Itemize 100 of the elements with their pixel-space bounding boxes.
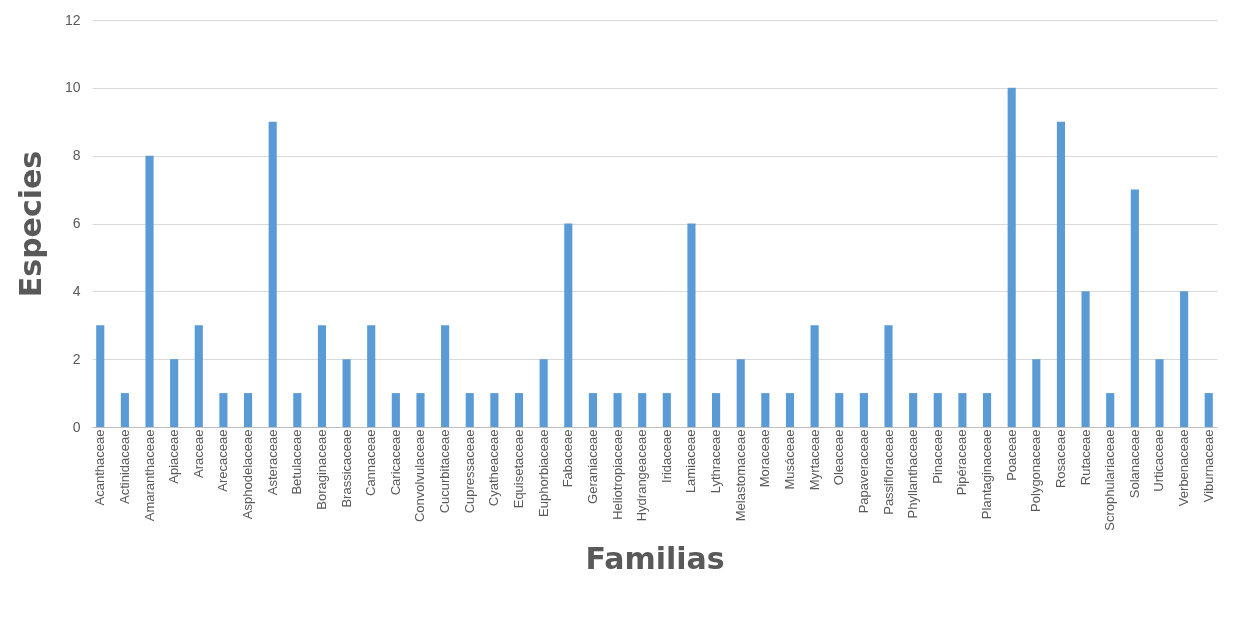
x-tick-label: Passifloraceae	[880, 429, 896, 515]
x-tick-label: Cyatheaceae	[486, 429, 502, 507]
bar	[687, 223, 696, 427]
bar	[835, 393, 844, 427]
x-tick-label: Brassicaceae	[338, 429, 354, 508]
x-tick-label: Melastomaceae	[732, 429, 748, 522]
bar	[293, 393, 302, 427]
x-tick-label: Plantaginaceae	[979, 429, 995, 520]
bar	[96, 325, 105, 427]
x-axis-title: Familias	[585, 540, 725, 576]
bar	[268, 121, 277, 427]
y-tick-label: 8	[72, 147, 81, 164]
x-tick-label: Araceae	[190, 429, 206, 478]
x-tick-label: Heliotropiaceae	[609, 429, 625, 520]
bar	[736, 359, 745, 427]
x-tick-label: Iridaceae	[658, 429, 674, 483]
x-tick-label: Lythraceae	[708, 429, 724, 494]
y-tick-label: 6	[72, 215, 81, 231]
x-tick-label: Papaveraceae	[855, 429, 871, 514]
bar	[810, 325, 819, 427]
x-tick-label: Fabaceae	[560, 429, 576, 488]
x-tick-label: Acanthaceae	[92, 429, 108, 506]
x-tick-label: Euphorbiaceae	[535, 429, 551, 517]
x-tick-label: Viburnaceae	[1200, 429, 1216, 503]
bar	[564, 223, 573, 427]
x-tick-label: Lamiaceae	[683, 429, 699, 494]
x-tick-label: Equisetaceae	[511, 429, 527, 509]
bar	[1007, 87, 1016, 427]
bar	[120, 393, 129, 427]
x-tick-label: Rutaceae	[1077, 429, 1093, 486]
bar	[638, 393, 647, 427]
bar	[1204, 393, 1213, 427]
x-tick-label: Verbenaceae	[1176, 429, 1192, 507]
bar	[1180, 291, 1189, 427]
x-tick-label: Betulaceae	[289, 429, 305, 495]
y-axis-title: Especies	[12, 150, 48, 298]
x-tick-label: Asteraceae	[264, 429, 280, 496]
x-tick-label: Scrophulariaceae	[1102, 429, 1118, 531]
bar	[416, 393, 425, 427]
x-tick-label: Polygonaceae	[1028, 429, 1044, 512]
x-tick-label: Convolvulaceae	[412, 429, 428, 523]
bar	[170, 359, 179, 427]
bar	[909, 393, 918, 427]
x-tick-label: Amaranthaceae	[141, 429, 157, 522]
x-tick-label: Boraginaceae	[313, 429, 329, 510]
bar	[1106, 393, 1115, 427]
bar	[317, 325, 327, 427]
bar	[219, 393, 228, 427]
bar	[514, 393, 524, 427]
bar	[1155, 359, 1164, 427]
bar	[1032, 359, 1041, 427]
bar	[859, 393, 868, 427]
x-tick-label: Poaceae	[1003, 429, 1019, 481]
bar	[539, 359, 548, 427]
x-tick-label: Oleaceae	[831, 429, 847, 486]
x-tick-label: Phyllanthaceae	[905, 429, 921, 519]
y-tick-label: 10	[64, 79, 81, 96]
x-tick-label: Actinidaceae	[116, 429, 132, 504]
bar	[243, 393, 253, 427]
bar	[1056, 121, 1066, 427]
x-tick-label: Apiaceae	[166, 429, 182, 484]
bar	[1130, 189, 1139, 427]
x-tick-label: Urticaceae	[1151, 429, 1167, 492]
bar	[958, 393, 967, 427]
x-tick-label: Asphodelaceae	[240, 429, 256, 520]
x-tick-label: Solanaceae	[1126, 429, 1142, 499]
bar	[194, 325, 203, 427]
bar	[342, 359, 351, 427]
x-tick-label: Rosaceae	[1052, 429, 1068, 489]
bar	[1081, 291, 1090, 427]
bar	[982, 393, 992, 427]
x-tick-label: Moraceae	[757, 429, 773, 488]
bar	[785, 393, 795, 427]
bar	[490, 393, 499, 427]
bar	[391, 393, 400, 427]
bar	[761, 393, 770, 427]
bar	[145, 155, 154, 427]
bar	[441, 325, 450, 427]
x-tick-label: Caricaceae	[387, 429, 403, 496]
bar	[884, 325, 893, 427]
y-tick-label: 0	[72, 418, 81, 435]
y-tick-label: 4	[72, 282, 81, 299]
x-tick-label: Cucurbitaceae	[437, 429, 453, 514]
y-tick-label: 2	[72, 350, 81, 367]
x-tick-label: Cannaceae	[363, 429, 379, 496]
y-tick-label: 12	[64, 11, 81, 28]
bar	[712, 393, 721, 427]
bar	[613, 393, 622, 427]
x-tick-label: Pinaceae	[929, 429, 945, 484]
bar	[933, 393, 942, 427]
bar	[662, 393, 671, 427]
x-tick-label: Cupressaceae	[461, 429, 477, 514]
x-tick-label: Hydrangeaceae	[634, 429, 650, 522]
bar	[588, 393, 597, 427]
x-tick-label: Myrtaceae	[806, 429, 822, 491]
bar	[465, 393, 474, 427]
x-tick-label: Musáceae	[781, 429, 797, 490]
x-tick-label: Geraniaceae	[584, 429, 600, 504]
bar	[367, 325, 376, 427]
x-tick-label: Arecaceae	[215, 429, 231, 492]
